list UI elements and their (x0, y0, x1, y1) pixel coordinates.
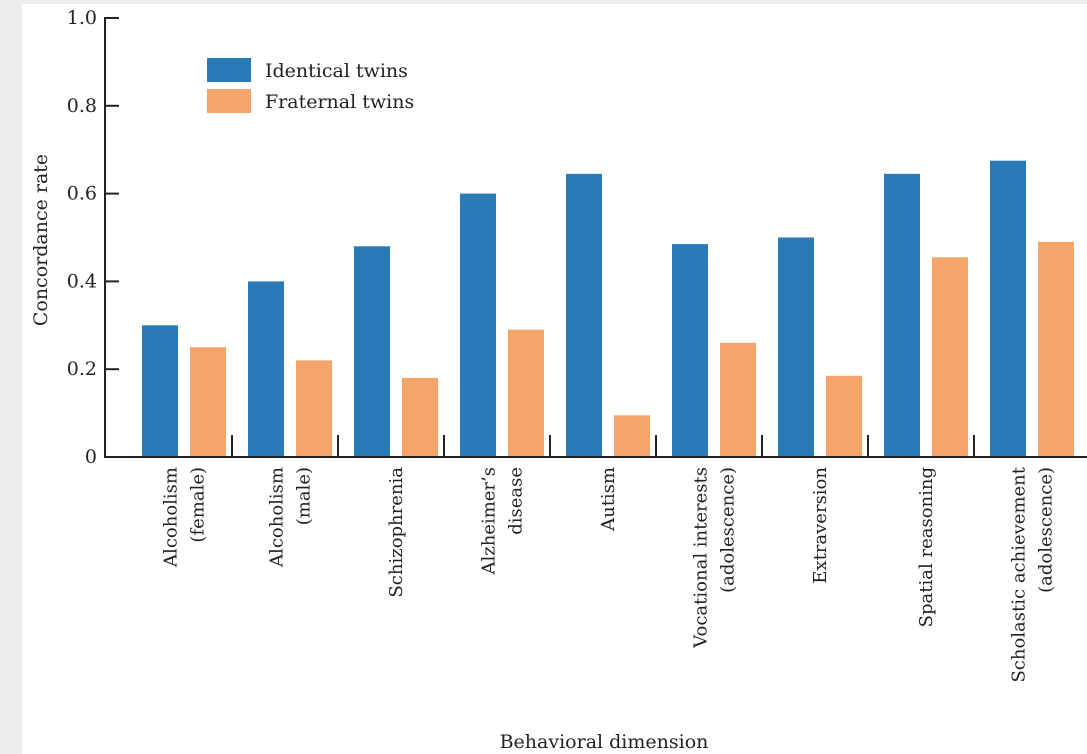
bar-fraternal-2 (402, 377, 438, 457)
bar-identical-1 (248, 281, 284, 457)
bar-fraternal-6 (826, 375, 862, 457)
x-category-label-6-0: Extraversion (810, 467, 831, 584)
bar-fraternal-4 (614, 415, 650, 457)
x-axis-title: Behavioral dimension (500, 731, 709, 753)
y-tick-label-1: 0.2 (67, 358, 97, 380)
bar-fraternal-8 (1038, 241, 1074, 457)
x-category-label-3-1: disease (506, 467, 527, 535)
legend: Identical twins Fraternal twins (207, 58, 414, 113)
labels-layer: 0 0.2 0.4 0.6 0.8 1.0 Alcoholism (female) Alcoho… (30, 7, 1057, 753)
bar-identical-4 (566, 173, 602, 457)
legend-label-fraternal: Fraternal twins (265, 91, 414, 113)
x-category-label-0-0: Alcoholism (161, 467, 182, 568)
axes-layer (104, 17, 1087, 458)
background-strip (0, 0, 1087, 4)
bar-identical-0 (142, 325, 178, 457)
bar-identical-7 (884, 173, 920, 457)
x-category-label-8-1: (adolescence) (1036, 467, 1057, 593)
y-tick-label-3: 0.6 (67, 183, 97, 205)
bar-fraternal-0 (190, 347, 226, 457)
x-category-label-1-0: Alcoholism (267, 467, 288, 568)
x-category-label-2-0: Schizophrenia (386, 467, 407, 598)
legend-label-identical: Identical twins (265, 60, 408, 82)
x-category-label-0-1: (female) (188, 467, 209, 543)
y-axis-title: Concordance rate (30, 154, 52, 326)
x-category-label-4-0: Autism (598, 467, 619, 532)
bar-fraternal-3 (508, 329, 544, 457)
bar-fraternal-5 (720, 342, 756, 457)
bar-identical-2 (354, 246, 390, 457)
x-category-label-8-0: Scholastic achievement (1009, 466, 1030, 682)
bar-identical-5 (672, 244, 708, 457)
y-tick-label-2: 0.4 (67, 270, 97, 292)
x-category-label-5-0: Vocational interests (691, 467, 712, 649)
bar-fraternal-1 (296, 360, 332, 457)
x-category-label-1-1: (male) (294, 467, 315, 525)
y-tick-label-4: 0.8 (67, 95, 97, 117)
y-tick-label-0: 0 (85, 446, 97, 468)
bars-layer (142, 160, 1074, 458)
x-category-label-7-0: Spatial reasoning (916, 467, 937, 627)
bar-identical-3 (460, 193, 496, 457)
background-panel (0, 0, 22, 754)
x-category-label-3-0: Alzheimer’s (479, 467, 500, 576)
x-category-label-5-1: (adolescence) (718, 467, 739, 593)
legend-swatch-fraternal (207, 89, 251, 113)
y-tick-label-5: 1.0 (67, 7, 97, 29)
bar-identical-6 (778, 237, 814, 457)
bar-identical-8 (990, 160, 1026, 458)
legend-swatch-identical (207, 58, 251, 82)
bar-fraternal-7 (932, 257, 968, 457)
